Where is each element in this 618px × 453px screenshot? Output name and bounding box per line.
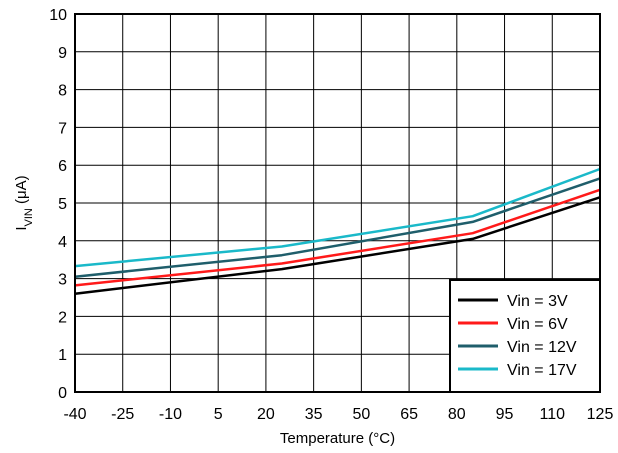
y-tick-label-10: 10: [49, 7, 67, 24]
x-tick-labels: -40 -25 -10 5 20 35 50 65 80 95 110 125: [63, 406, 613, 423]
y-axis-label-unit: (μA): [13, 175, 30, 208]
x-tick-label-0: -40: [63, 406, 86, 423]
legend-label-4: Vin = 17V: [507, 362, 577, 379]
y-tick-label-6: 6: [58, 158, 67, 175]
legend: Vin = 3V Vin = 6V Vin = 12V Vin = 17V: [449, 279, 601, 393]
y-tick-label-3: 3: [58, 272, 67, 289]
y-tick-label-9: 9: [58, 45, 67, 62]
series-line-2: [74, 188, 601, 287]
x-axis-label: Temperature (°C): [280, 430, 395, 447]
x-tick-label-3: 5: [214, 406, 223, 423]
plot-frame: [74, 13, 601, 393]
y-tick-label-4: 4: [58, 234, 67, 251]
legend-label-3: Vin = 12V: [507, 339, 577, 356]
y-tick-label-2: 2: [58, 309, 67, 326]
x-tick-label-8: 80: [448, 406, 466, 423]
series-line-3: [74, 177, 601, 278]
y-tick-label-0: 0: [58, 385, 67, 402]
x-tick-label-11: 125: [587, 406, 614, 423]
series-line-4: [74, 167, 601, 268]
legend-label-2: Vin = 6V: [507, 316, 568, 333]
x-tick-label-9: 95: [496, 406, 514, 423]
legend-label-1: Vin = 3V: [507, 293, 568, 310]
x-tick-label-6: 50: [352, 406, 370, 423]
x-tick-label-10: 110: [540, 406, 566, 423]
x-tick-label-5: 35: [305, 406, 323, 423]
x-tick-label-2: -10: [159, 406, 182, 423]
x-tick-label-7: 65: [400, 406, 418, 423]
series-line-1: [74, 196, 601, 295]
y-axis-label-main: I: [13, 226, 30, 230]
series-lines: [74, 167, 601, 295]
x-tick-label-4: 20: [257, 406, 275, 423]
y-axis-label: IVIN (μA): [13, 175, 35, 230]
y-tick-label-7: 7: [58, 120, 67, 137]
y-tick-label-5: 5: [58, 196, 67, 213]
x-tick-label-1: -25: [111, 406, 134, 423]
y-tick-labels: 0 1 2 3 4 5 6 7 8 9 10: [49, 7, 67, 402]
y-axis-label-subscript: VIN: [23, 208, 35, 226]
y-tick-label-8: 8: [58, 83, 67, 100]
y-tick-label-1: 1: [58, 347, 67, 364]
